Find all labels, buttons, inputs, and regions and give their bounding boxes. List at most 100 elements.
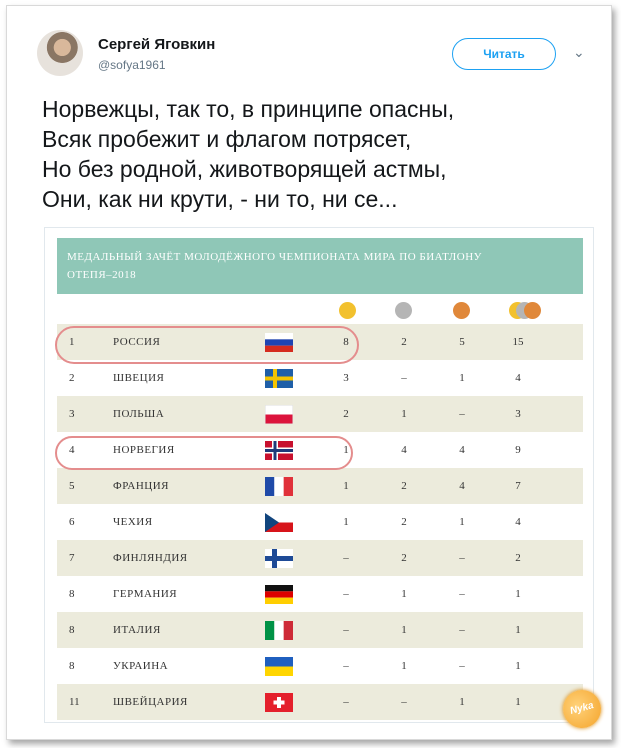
silver-cell: 2 <box>401 480 407 492</box>
bronze-cell: – <box>459 588 465 600</box>
ukraine-flag-icon <box>265 657 293 676</box>
country-cell: ШВЕЦИЯ <box>113 372 165 384</box>
silver-cell: 1 <box>401 588 407 600</box>
tweet-text: Норвежцы, так то, в принципе опасны, Вся… <box>42 94 602 214</box>
total-cell: 7 <box>515 480 521 492</box>
gold-cell: 2 <box>343 408 349 420</box>
tweet-line: Норвежцы, так то, в принципе опасны, <box>42 96 455 122</box>
total-cell: 3 <box>515 408 521 420</box>
silver-cell: 2 <box>401 516 407 528</box>
switzerland-flag-icon <box>265 693 293 712</box>
rank-cell: 3 <box>69 408 75 420</box>
total-cell: 15 <box>512 336 524 348</box>
gold-medal-icon <box>339 302 356 319</box>
follow-button[interactable]: Читать <box>452 38 556 70</box>
table-title-line2: ОТЕПЯ–2018 <box>67 269 137 281</box>
rank-cell: 8 <box>69 588 75 600</box>
bronze-cell: – <box>459 624 465 636</box>
author-name[interactable]: Сергей Яговкин <box>98 36 216 53</box>
bronze-cell: 4 <box>459 444 465 456</box>
rank-cell: 8 <box>69 660 75 672</box>
silver-cell: – <box>401 696 407 708</box>
table-row: 8 УКРАИНА – 1 – 1 <box>57 648 583 684</box>
table-title-line1: МЕДАЛЬНЫЙ ЗАЧЁТ МОЛОДЁЖНОГО ЧЕМПИОНАТА М… <box>67 251 482 263</box>
country-cell: ФИНЛЯНДИЯ <box>113 552 188 564</box>
finland-flag-icon <box>265 549 293 568</box>
silver-cell: 1 <box>401 624 407 636</box>
rank-cell: 8 <box>69 624 75 636</box>
country-cell: ПОЛЬША <box>113 408 165 420</box>
gold-cell: – <box>343 552 349 564</box>
country-cell: ЧЕХИЯ <box>113 516 153 528</box>
table-row: 1 РОССИЯ 8 2 5 15 <box>57 324 583 360</box>
gold-cell: 1 <box>343 516 349 528</box>
table-row: 2 ШВЕЦИЯ 3 – 1 4 <box>57 360 583 396</box>
bronze-cell: 4 <box>459 480 465 492</box>
bronze-cell: 5 <box>459 336 465 348</box>
total-cell: 1 <box>515 588 521 600</box>
chevron-down-icon[interactable]: ⌄ <box>573 44 585 60</box>
table-row: 8 ИТАЛИЯ – 1 – 1 <box>57 612 583 648</box>
italy-flag-icon <box>265 621 293 640</box>
total-cell: 2 <box>515 552 521 564</box>
table-row: 11 ШВЕЙЦАРИЯ – –1 1 <box>57 684 583 720</box>
gold-cell: – <box>343 624 349 636</box>
tweet-line: Но без родной, животворящей астмы, <box>42 156 447 182</box>
gold-cell: – <box>343 696 349 708</box>
table-row: 6 ЧЕХИЯ 1 2 1 4 <box>57 504 583 540</box>
silver-medal-icon <box>395 302 412 319</box>
table-body: 1 РОССИЯ 8 2 5 15 2 ШВЕЦИЯ 3–1 4 3 ПОЛЬША 2 1–3 4 НОРВЕ… <box>57 324 583 720</box>
tweet-line: Они, как ни крути, - ни то, ни се... <box>42 186 398 212</box>
gold-cell: 1 <box>343 480 349 492</box>
silver-cell: – <box>401 372 407 384</box>
country-cell: НОРВЕГИЯ <box>113 444 175 456</box>
gold-cell: 3 <box>343 372 349 384</box>
tweet-card: Сергей Яговкин @sofya1961 Читать ⌄ Норве… <box>6 5 612 740</box>
author-handle[interactable]: @sofya1961 <box>98 58 166 72</box>
country-cell: УКРАИНА <box>113 660 169 672</box>
avatar[interactable] <box>37 30 83 76</box>
rank-cell: 11 <box>69 696 80 708</box>
country-cell: ГЕРМАНИЯ <box>113 588 178 600</box>
bronze-cell: – <box>459 660 465 672</box>
bronze-cell: – <box>459 408 465 420</box>
total-cell: 1 <box>515 696 521 708</box>
bronze-medal-icon <box>453 302 470 319</box>
country-cell: ШВЕЙЦАРИЯ <box>113 696 188 708</box>
norway-flag-icon <box>265 441 293 460</box>
tweet-line: Всяк пробежит и флагом потрясет, <box>42 126 412 152</box>
germany-flag-icon <box>265 585 293 604</box>
russia-flag-icon <box>265 333 293 352</box>
total-cell: 1 <box>515 624 521 636</box>
table-row: 8 ГЕРМАНИЯ – 1 – 1 <box>57 576 583 612</box>
sweden-flag-icon <box>265 369 293 388</box>
bronze-cell: – <box>459 552 465 564</box>
bronze-cell: 1 <box>459 696 465 708</box>
table-row: 7 ФИНЛЯНДИЯ – 2 – 2 <box>57 540 583 576</box>
total-cell: 4 <box>515 516 521 528</box>
rank-cell: 7 <box>69 552 75 564</box>
silver-cell: 2 <box>401 336 407 348</box>
total-cell: 4 <box>515 372 521 384</box>
medal-table-image[interactable]: МЕДАЛЬНЫЙ ЗАЧЁТ МОЛОДЁЖНОГО ЧЕМПИОНАТА М… <box>44 227 594 723</box>
france-flag-icon <box>265 477 293 496</box>
country-cell: ФРАНЦИЯ <box>113 480 170 492</box>
bronze-cell: 1 <box>459 372 465 384</box>
table-row: 5 ФРАНЦИЯ 1 2 4 7 <box>57 468 583 504</box>
gold-cell: – <box>343 588 349 600</box>
highlight-norway-oval <box>55 436 353 470</box>
medal-table: 1 РОССИЯ 8 2 5 15 2 ШВЕЦИЯ 3–1 4 3 ПОЛЬША 2 1–3 4 НОРВЕ… <box>57 294 583 720</box>
table-banner: МЕДАЛЬНЫЙ ЗАЧЁТ МОЛОДЁЖНОГО ЧЕМПИОНАТА М… <box>57 238 583 294</box>
rank-cell: 6 <box>69 516 75 528</box>
table-title: МЕДАЛЬНЫЙ ЗАЧЁТ МОЛОДЁЖНОГО ЧЕМПИОНАТА М… <box>67 248 577 284</box>
gold-cell: – <box>343 660 349 672</box>
total-cell: 9 <box>515 444 521 456</box>
bronze-cell: 1 <box>459 516 465 528</box>
poland-flag-icon <box>265 405 293 424</box>
silver-cell: 1 <box>401 660 407 672</box>
total-cell: 1 <box>515 660 521 672</box>
country-cell: РОССИЯ <box>113 336 161 348</box>
silver-cell: 1 <box>401 408 407 420</box>
highlight-russia-oval <box>55 326 359 364</box>
rank-cell: 5 <box>69 480 75 492</box>
